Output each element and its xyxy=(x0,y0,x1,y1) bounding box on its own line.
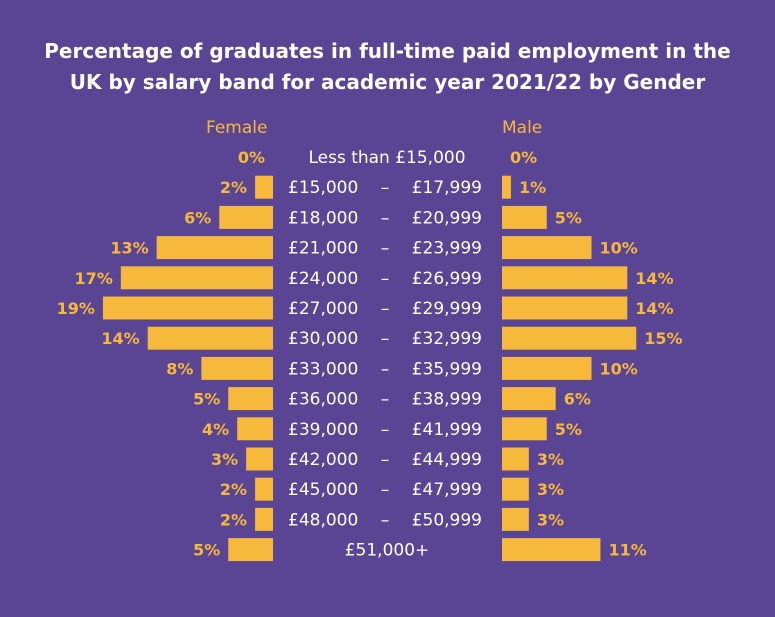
category-range-separator: – xyxy=(381,480,390,500)
chart-title-line-2: UK by salary band for academic year 2021… xyxy=(69,70,706,94)
female-value-label: 8% xyxy=(166,359,193,378)
female-value-label: 4% xyxy=(202,420,229,439)
category-range-low: £33,000 xyxy=(288,359,358,379)
male-value-label: 5% xyxy=(555,208,582,227)
male-bar xyxy=(502,417,547,441)
male-value-label: 10% xyxy=(600,359,638,378)
chart-title-line-1: Percentage of graduates in full-time pai… xyxy=(44,39,731,63)
female-value-label: 17% xyxy=(75,269,113,288)
category-range-low: £21,000 xyxy=(288,239,358,259)
category-range-low: £15,000 xyxy=(288,178,358,198)
category-range-high: £47,999 xyxy=(412,480,482,500)
category-range-high: £44,999 xyxy=(412,450,482,470)
category-range-low: £30,000 xyxy=(288,329,358,349)
legend-female: Female xyxy=(206,118,268,138)
chart-title: Percentage of graduates in full-time pai… xyxy=(0,36,775,98)
male-bar xyxy=(502,387,556,411)
female-bar xyxy=(147,326,273,350)
category-range-separator: – xyxy=(381,359,390,379)
female-bar xyxy=(219,205,273,229)
category-range-low: £27,000 xyxy=(288,299,358,319)
male-value-label: 6% xyxy=(564,390,591,409)
female-value-label: 5% xyxy=(193,541,220,560)
male-value-label: 3% xyxy=(537,450,564,469)
female-value-label: 13% xyxy=(110,239,148,258)
female-value-label: 0% xyxy=(238,148,265,167)
female-value-label: 2% xyxy=(220,178,247,197)
female-bar xyxy=(237,417,273,441)
category-range-separator: – xyxy=(381,239,390,259)
category-range-low: £36,000 xyxy=(288,390,358,410)
male-bar xyxy=(502,507,529,531)
category-range-low: £48,000 xyxy=(288,510,358,530)
female-bar xyxy=(120,266,273,290)
male-value-label: 14% xyxy=(635,299,673,318)
category-range-high: £23,999 xyxy=(412,239,482,259)
male-bar xyxy=(502,205,547,229)
category-range-separator: – xyxy=(381,510,390,530)
female-bar xyxy=(228,538,273,562)
category-range-low: £45,000 xyxy=(288,480,358,500)
legend-male: Male xyxy=(502,118,543,138)
female-bar xyxy=(156,236,273,260)
male-bar xyxy=(502,356,592,380)
female-value-label: 3% xyxy=(211,450,238,469)
male-bar xyxy=(502,296,628,320)
category-range-high: £29,999 xyxy=(412,299,482,319)
male-bar xyxy=(502,538,601,562)
category-range-separator: – xyxy=(381,299,390,319)
category-range-high: £38,999 xyxy=(412,390,482,410)
male-value-label: 1% xyxy=(519,178,546,197)
male-value-label: 11% xyxy=(608,541,646,560)
category-range-high: £17,999 xyxy=(412,178,482,198)
category-range-low: £39,000 xyxy=(288,420,358,440)
male-value-label: 3% xyxy=(537,510,564,529)
category-range-high: £41,999 xyxy=(412,420,482,440)
category-range-high: £20,999 xyxy=(412,208,482,228)
category-range-separator: – xyxy=(381,178,390,198)
category-range-low: £18,000 xyxy=(288,208,358,228)
female-value-label: 5% xyxy=(193,390,220,409)
female-bar xyxy=(255,175,273,199)
category-range-separator: – xyxy=(381,329,390,349)
female-value-label: 6% xyxy=(184,208,211,227)
male-bar xyxy=(502,175,511,199)
female-value-label: 2% xyxy=(220,480,247,499)
category-range-separator: – xyxy=(381,450,390,470)
category-range-separator: – xyxy=(381,269,390,289)
category-range-separator: – xyxy=(381,208,390,228)
male-bar xyxy=(502,236,592,260)
category-label: Less than £15,000 xyxy=(308,148,465,168)
female-bar xyxy=(246,447,273,471)
category-range-separator: – xyxy=(381,420,390,440)
male-value-label: 5% xyxy=(555,420,582,439)
male-bar xyxy=(502,447,529,471)
female-value-label: 19% xyxy=(57,299,95,318)
female-bar xyxy=(102,296,273,320)
category-range-separator: – xyxy=(381,390,390,410)
category-range-high: £32,999 xyxy=(412,329,482,349)
category-range-low: £24,000 xyxy=(288,269,358,289)
female-value-label: 2% xyxy=(220,510,247,529)
female-value-label: 14% xyxy=(101,329,139,348)
male-value-label: 15% xyxy=(644,329,682,348)
category-range-low: £42,000 xyxy=(288,450,358,470)
male-bar xyxy=(502,477,529,501)
category-range-high: £35,999 xyxy=(412,359,482,379)
female-bar xyxy=(228,387,273,411)
category-range-high: £26,999 xyxy=(412,269,482,289)
male-value-label: 0% xyxy=(510,148,537,167)
female-bar xyxy=(255,477,273,501)
category-label: £51,000+ xyxy=(345,541,430,561)
female-bar xyxy=(201,356,273,380)
male-bar xyxy=(502,326,637,350)
male-bar xyxy=(502,266,628,290)
female-bar xyxy=(255,507,273,531)
male-value-label: 14% xyxy=(635,269,673,288)
male-value-label: 3% xyxy=(537,480,564,499)
category-range-high: £50,999 xyxy=(412,510,482,530)
male-value-label: 10% xyxy=(600,239,638,258)
